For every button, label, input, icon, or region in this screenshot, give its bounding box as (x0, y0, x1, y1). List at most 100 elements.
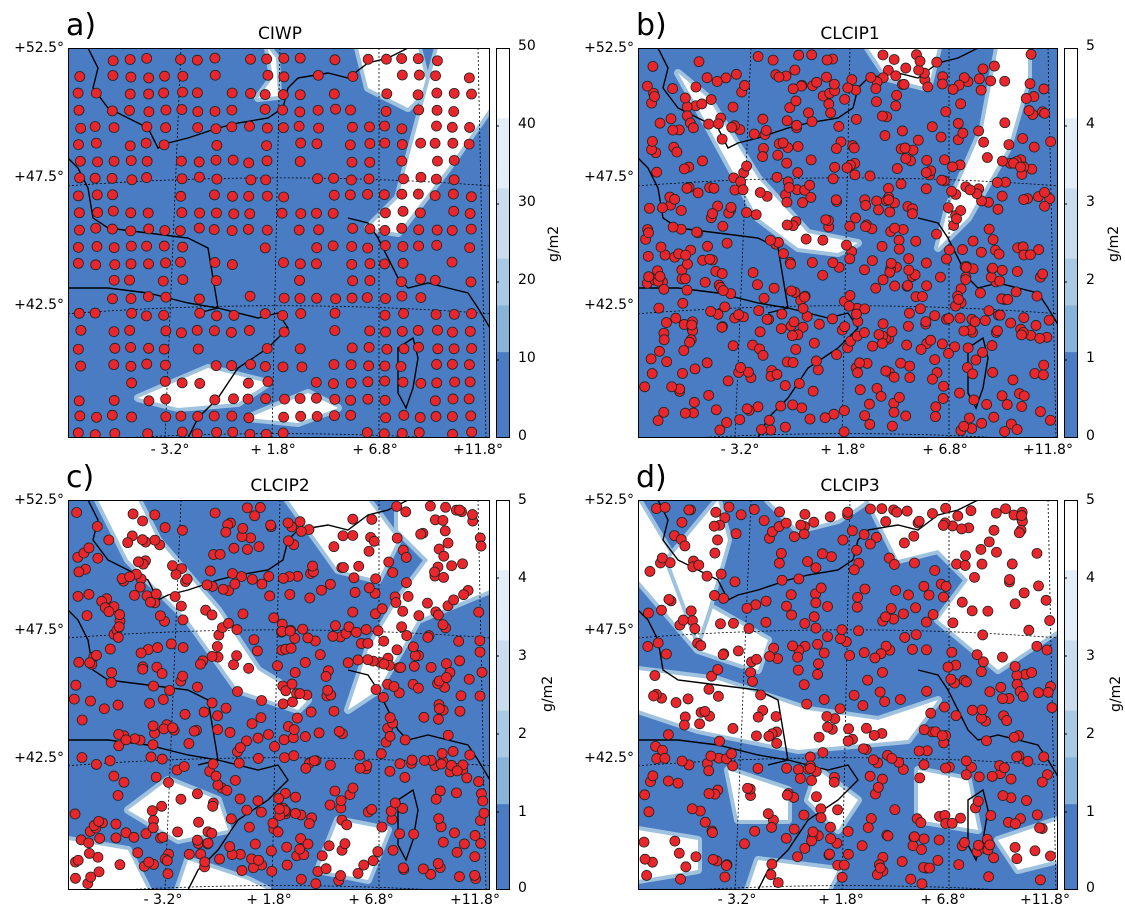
observation-marker (913, 64, 925, 76)
observation-marker (1009, 661, 1021, 672)
colorbar-tick: 50 (518, 38, 536, 54)
observation-marker (72, 257, 84, 269)
observation-marker (108, 122, 120, 134)
observation-marker (657, 202, 668, 214)
observation-marker (742, 782, 753, 794)
observation-marker (686, 319, 698, 331)
observation-marker (401, 630, 413, 641)
observation-marker (364, 121, 375, 133)
observation-marker (901, 505, 913, 517)
observation-marker (879, 130, 891, 141)
observation-marker (75, 122, 87, 134)
observation-marker (73, 224, 85, 236)
observation-marker (72, 87, 84, 99)
observation-marker (380, 412, 392, 424)
observation-marker (178, 761, 190, 772)
observation-marker (73, 207, 85, 219)
observation-marker (895, 357, 907, 369)
observation-marker (897, 125, 908, 137)
panel-title: CLCIP2 (250, 476, 310, 496)
observation-marker (929, 310, 941, 322)
observation-marker (126, 174, 138, 186)
observation-marker (220, 526, 232, 538)
observation-marker (961, 676, 972, 688)
observation-marker (658, 283, 670, 295)
observation-marker (143, 88, 155, 100)
observation-marker (772, 149, 784, 161)
observation-marker (406, 754, 418, 766)
observation-marker (841, 239, 852, 251)
observation-marker (983, 223, 995, 235)
observation-marker (433, 713, 444, 725)
observation-marker (900, 153, 912, 164)
observation-marker (849, 169, 861, 181)
observation-marker (781, 115, 793, 127)
observation-marker (673, 847, 685, 859)
observation-marker (223, 617, 234, 629)
observation-marker (229, 578, 241, 590)
observation-marker (303, 818, 315, 830)
observation-marker (1024, 249, 1036, 261)
observation-marker (900, 62, 912, 74)
observation-marker (661, 648, 672, 660)
observation-marker (464, 122, 475, 133)
observation-marker (797, 197, 808, 208)
observation-marker (877, 49, 889, 61)
observation-marker (278, 734, 290, 746)
observation-marker (662, 775, 674, 787)
observation-marker (243, 412, 255, 424)
observation-marker (833, 121, 845, 132)
observation-marker (124, 274, 135, 286)
observation-marker (464, 749, 476, 761)
observation-marker (799, 508, 811, 520)
observation-marker (895, 694, 906, 705)
observation-marker (202, 837, 214, 849)
observation-marker (893, 392, 905, 403)
observation-marker (90, 137, 102, 149)
observation-marker (296, 361, 308, 373)
observation-marker (108, 395, 120, 406)
observation-marker (236, 865, 248, 876)
observation-marker (310, 376, 322, 388)
observation-marker (912, 134, 924, 146)
longitude-line (841, 48, 851, 438)
observation-marker (397, 862, 409, 874)
colorbar-tick: 30 (518, 194, 536, 210)
observation-marker (159, 522, 171, 533)
observation-marker (376, 603, 388, 615)
colorbar-tick: 1 (1086, 350, 1095, 366)
observation-marker (156, 800, 168, 812)
observation-marker (760, 616, 772, 628)
observation-marker (328, 705, 340, 717)
observation-marker (345, 174, 357, 186)
observation-marker (415, 377, 427, 389)
observation-marker (160, 325, 172, 337)
observation-marker (284, 589, 296, 600)
observation-marker (685, 605, 697, 617)
observation-marker (354, 762, 366, 774)
observation-marker (733, 645, 744, 657)
observation-marker (73, 566, 85, 578)
observation-marker (727, 101, 739, 113)
observation-marker (193, 222, 205, 234)
observation-marker (328, 541, 340, 553)
observation-marker (312, 173, 323, 185)
observation-marker (764, 414, 775, 426)
observation-marker (192, 87, 203, 99)
observation-marker (347, 275, 359, 287)
observation-marker (304, 592, 316, 604)
observation-marker (398, 343, 410, 355)
observation-marker (825, 107, 837, 119)
observation-marker (903, 253, 915, 265)
observation-marker (904, 307, 915, 319)
observation-marker (804, 751, 816, 763)
colorbar-tick: 4 (1086, 116, 1095, 132)
observation-marker (844, 290, 856, 301)
observation-marker (465, 410, 477, 422)
observation-marker (864, 538, 876, 550)
observation-marker (976, 704, 988, 716)
observation-marker (181, 573, 193, 585)
observation-marker (996, 264, 1008, 276)
observation-marker (756, 424, 767, 435)
observation-marker (859, 583, 871, 595)
